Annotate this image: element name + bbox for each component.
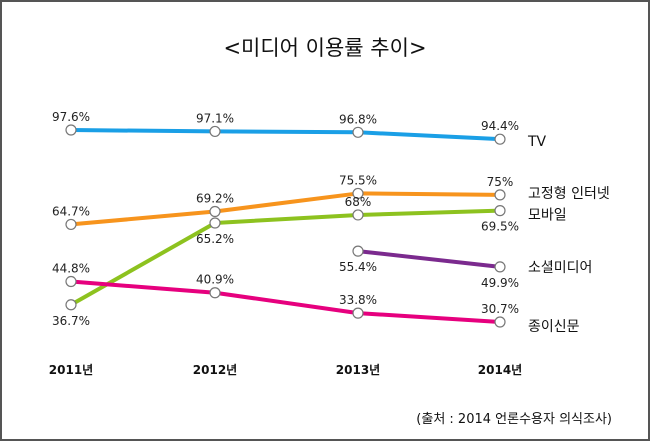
data-point [65,299,77,311]
data-point [494,261,506,273]
data-label: 44.8% [52,262,90,276]
data-point [494,205,506,217]
chart-title: <미디어 이용률 추이> [223,36,427,60]
data-label: 94.4% [481,119,519,133]
data-label: 96.8% [339,112,377,126]
data-point [352,209,364,221]
data-point [209,287,221,299]
series-name-label: 소셜미디어 [528,260,592,276]
data-label: 49.9% [481,276,519,290]
data-point [352,307,364,319]
data-point [209,217,221,229]
data-label: 55.4% [339,260,377,274]
data-point [494,133,506,145]
series-line-2 [70,208,501,307]
data-label: 33.8% [339,293,377,307]
data-label: 36.7% [52,314,90,328]
data-point [65,124,77,136]
x-tick-label: 2014년 [478,363,522,377]
data-label: 97.1% [196,111,234,125]
data-point [352,187,364,200]
data-label: 30.7% [481,302,519,316]
data-label: 69.5% [481,220,519,234]
data-point [209,205,221,218]
series-line-3 [357,249,501,269]
data-label: 65.2% [196,232,234,246]
data-point [352,245,364,257]
data-point [494,316,506,328]
series-line-0 [70,128,501,142]
data-point [209,125,221,138]
data-point [65,275,77,288]
series-line-1 [70,191,501,227]
data-label: 75% [487,175,514,189]
series-name-label: 고정형 인터넷 [528,186,610,202]
x-tick-label: 2013년 [336,363,380,377]
series-line-4 [70,279,501,324]
x-tick-label: 2012년 [193,363,237,377]
series-name-label: TV [527,134,547,150]
data-point [494,189,506,201]
data-label: 69.2% [196,192,234,206]
x-tick-label: 2011년 [49,363,93,377]
data-label: 75.5% [339,173,377,187]
data-label: 68% [345,195,372,209]
data-point [65,218,77,231]
series-name-label: 모바일 [528,208,567,224]
data-label: 64.7% [52,204,90,218]
data-point [352,126,364,138]
series-name-label: 종이신문 [528,319,580,335]
source-note: (출처 : 2014 언론수용자 의식조사) [416,412,612,427]
data-label: 97.6% [52,110,90,124]
data-label: 40.9% [196,273,234,287]
